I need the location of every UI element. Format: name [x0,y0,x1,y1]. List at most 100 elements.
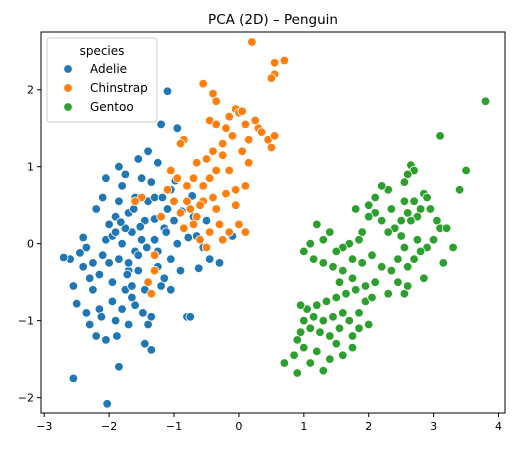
point-gentoo-100 [364,200,374,210]
point-gentoo-22 [428,235,439,245]
point-chinstrap-2 [279,55,290,66]
point-adelie-34 [114,254,124,264]
point-gentoo-6 [403,169,413,180]
point-gentoo-106 [419,273,429,284]
point-chinstrap-59 [162,185,173,195]
point-adelie-106 [138,308,148,318]
point-chinstrap-44 [204,227,215,237]
point-chinstrap-17 [250,115,260,126]
point-gentoo-46 [328,262,338,272]
point-adelie-8 [78,262,88,272]
point-gentoo-60 [331,292,342,303]
point-adelie-89 [110,227,121,237]
point-adelie-35 [117,238,127,249]
point-gentoo-76 [318,315,329,326]
point-adelie-21 [114,196,124,207]
point-adelie-30 [110,315,121,326]
y-tick-label-2: 0 [27,238,34,251]
point-gentoo-101 [351,204,361,214]
point-gentoo-41 [312,219,322,230]
point-adelie-90 [122,269,133,280]
point-gentoo-88 [279,358,290,368]
point-chinstrap-7 [211,96,221,107]
point-adelie-77 [133,154,144,164]
legend: species Adelie Chinstrap Gentoo [46,37,158,123]
point-gentoo-103 [399,196,410,207]
point-adelie-104 [81,308,92,318]
point-gentoo-52 [386,265,397,276]
point-gentoo-95 [347,273,358,284]
point-adelie-54 [159,273,170,284]
point-chinstrap-27 [191,158,202,168]
point-chinstrap-66 [208,192,218,203]
point-chinstrap-51 [191,211,202,222]
point-gentoo-79 [292,335,303,345]
point-adelie-73 [97,192,108,203]
point-chinstrap-10 [237,106,247,117]
point-adelie-64 [201,215,212,226]
point-gentoo-49 [357,258,367,268]
point-chinstrap-36 [185,204,196,214]
point-chinstrap-25 [208,146,218,157]
point-gentoo-38 [331,246,342,257]
point-gentoo-93 [364,319,374,330]
point-chinstrap-67 [182,181,192,191]
point-adelie-37 [123,258,134,268]
point-gentoo-33 [364,211,374,222]
point-adelie-31 [107,277,118,287]
point-gentoo-57 [360,281,371,291]
point-chinstrap-55 [146,289,157,299]
point-adelie-100 [166,285,176,295]
point-gentoo-96 [403,281,413,291]
point-chinstrap-14 [221,123,231,133]
point-chinstrap-13 [211,119,221,130]
point-adelie-85 [84,273,95,284]
point-gentoo-40 [318,235,329,245]
point-chinstrap-58 [166,165,176,176]
point-adelie-53 [166,254,176,264]
point-adelie-67 [156,119,166,130]
point-adelie-51 [169,215,179,226]
point-chinstrap-49 [240,181,251,191]
point-adelie-0 [68,373,79,384]
point-adelie-40 [133,265,144,276]
point-adelie-107 [143,319,153,330]
point-adelie-71 [114,161,124,172]
point-adelie-9 [81,242,92,253]
point-chinstrap-42 [195,235,205,245]
point-gentoo-48 [347,254,358,264]
point-gentoo-12 [370,192,380,203]
point-gentoo-18 [396,215,406,226]
point-gentoo-73 [367,292,377,303]
point-chinstrap-33 [217,150,228,160]
point-gentoo-69 [334,323,345,334]
point-gentoo-77 [308,312,319,322]
point-chinstrap-52 [149,250,160,260]
point-adelie-16 [94,269,105,280]
legend-label-chinstrap: Chinstrap [90,81,148,95]
point-chinstrap-38 [169,196,179,207]
point-gentoo-78 [295,327,306,337]
point-chinstrap-29 [175,138,186,149]
point-adelie-52 [172,238,183,249]
point-gentoo-24 [415,246,426,257]
plot-frame [40,31,506,414]
point-gentoo-0 [480,96,491,107]
point-gentoo-28 [396,231,406,241]
point-gentoo-54 [399,289,410,299]
legend-label-gentoo: Gentoo [90,100,134,114]
point-gentoo-82 [312,346,322,357]
point-gentoo-7 [399,177,410,187]
chart-title: PCA (2D) – Penguin [208,12,338,28]
x-tick-label-7: 4 [495,420,502,433]
point-chinstrap-5 [198,78,208,89]
point-chinstrap-32 [204,173,215,183]
point-adelie-98 [193,263,204,274]
point-chinstrap-57 [130,196,140,207]
point-chinstrap-0 [247,37,257,47]
point-gentoo-26 [403,262,413,272]
point-adelie-83 [123,319,134,330]
y-tick-label-3: 1 [27,161,34,174]
legend-marker-chinstrap [63,83,73,93]
point-chinstrap-30 [188,173,199,183]
